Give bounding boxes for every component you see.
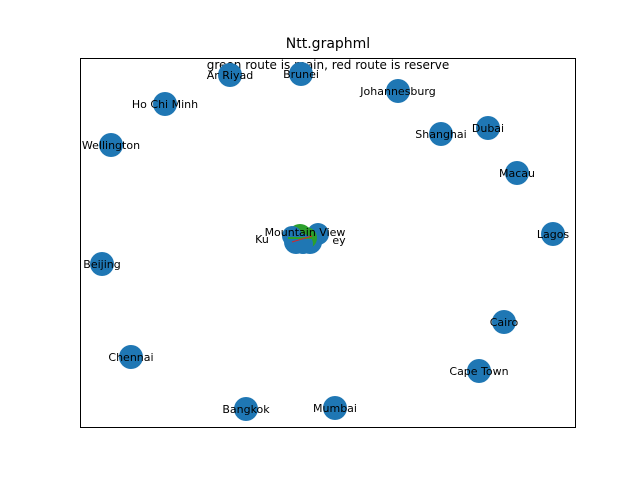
node-label-wellington: Wellington: [82, 139, 140, 152]
plot-frame: [80, 58, 576, 428]
central-node-cluster: Mountain View Ku ey: [255, 223, 346, 254]
outer-nodes: Ar Riyad Brunei Johannesburg Ho Chi Minh Dub…: [82, 62, 569, 421]
node-circle-macau: [505, 161, 529, 185]
node-circle-dubai: [476, 116, 500, 140]
node-label-shanghai: Shanghai: [415, 128, 466, 141]
node-dubai: Dubai: [472, 116, 504, 140]
node-bangkok: Bangkok: [222, 397, 270, 421]
node-johannesburg: Johannesburg: [359, 79, 436, 103]
reserve-route-edge: [291, 235, 313, 243]
figure-subtitle: green route is main, red route is reserv…: [207, 58, 450, 72]
cluster-label-ey: ey: [332, 234, 346, 247]
node-label-beijing: Beijing: [83, 258, 120, 271]
node-circle-ar-riyad: [218, 63, 242, 87]
node-circle-wellington: [99, 133, 123, 157]
node-ar-riyad: Ar Riyad: [207, 63, 253, 87]
node-label-ho-chi-minh: Ho Chi Minh: [132, 98, 198, 111]
node-label-lagos: Lagos: [537, 228, 570, 241]
node-mumbai: Mumbai: [313, 396, 357, 420]
node-chennai: Chennai: [108, 345, 154, 369]
node-ho-chi-minh: Ho Chi Minh: [132, 92, 198, 116]
node-label-macau: Macau: [499, 167, 535, 180]
node-circle-beijing: [90, 252, 114, 276]
figure-title: Ntt.graphml: [286, 36, 370, 52]
node-circle-cairo: [492, 310, 516, 334]
node-circle-brunei: [289, 62, 313, 86]
node-lagos: Lagos: [537, 222, 570, 246]
node-circle-mumbai: [323, 396, 347, 420]
node-label-brunei: Brunei: [283, 68, 319, 81]
node-wellington: Wellington: [82, 133, 140, 157]
node-circle-johannesburg: [386, 79, 410, 103]
node-beijing: Beijing: [83, 252, 121, 276]
node-circle-bangkok: [234, 397, 258, 421]
node-circle-cape-town: [467, 359, 491, 383]
node-label-ar-riyad: Ar Riyad: [207, 69, 253, 82]
cluster-label-mountain-view: Mountain View: [265, 226, 346, 239]
node-label-mumbai: Mumbai: [313, 402, 357, 415]
node-cape-town: Cape Town: [449, 359, 509, 383]
node-brunei: Brunei: [283, 62, 319, 86]
node-circle-lagos: [541, 222, 565, 246]
node-label-cape-town: Cape Town: [449, 365, 508, 378]
node-label-chennai: Chennai: [108, 351, 153, 364]
node-circle-shanghai: [429, 122, 453, 146]
node-macau: Macau: [499, 161, 535, 185]
node-circle-chennai: [119, 345, 143, 369]
node-shanghai: Shanghai: [415, 122, 467, 146]
cluster-label-ku: Ku: [255, 233, 269, 246]
node-circle-ho-chi-minh: [153, 92, 177, 116]
node-label-bangkok: Bangkok: [222, 403, 270, 416]
node-cairo: Cairo: [490, 310, 519, 334]
node-label-johannesburg: Johannesburg: [359, 85, 435, 98]
node-label-dubai: Dubai: [472, 122, 504, 135]
node-label-cairo: Cairo: [490, 316, 519, 329]
